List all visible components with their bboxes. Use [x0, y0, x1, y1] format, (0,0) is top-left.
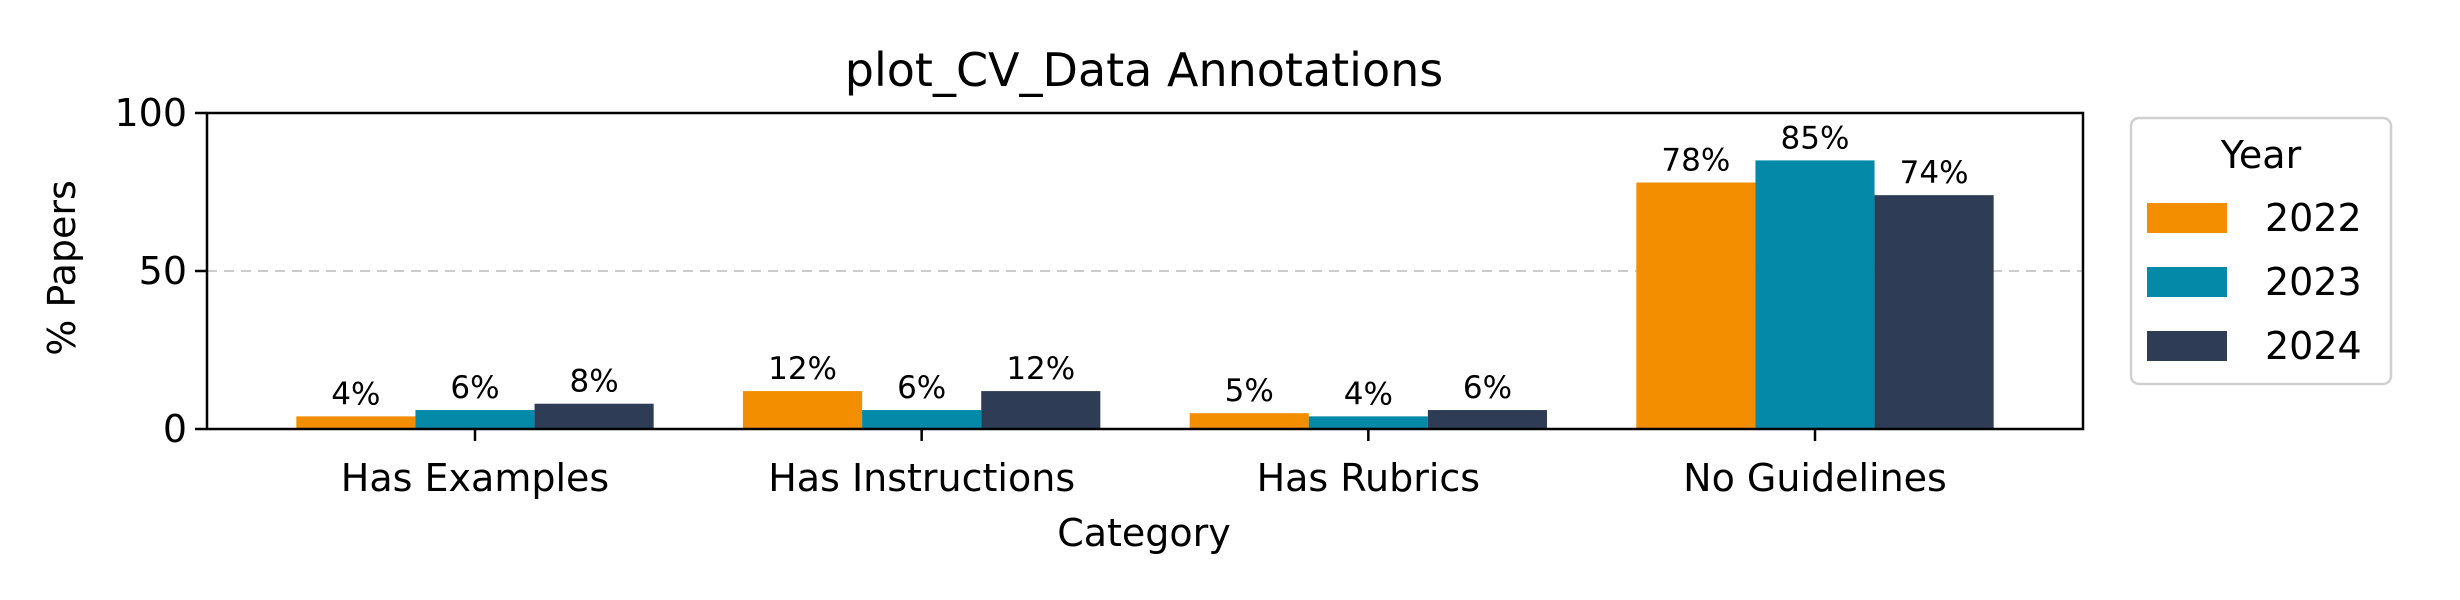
- data-label-2023-2: 4%: [1344, 376, 1393, 412]
- legend-swatch-2022: [2147, 203, 2227, 233]
- legend-frame: [2129, 116, 2393, 386]
- data-label-2022-0: 4%: [331, 376, 380, 412]
- bar-2023-1: [862, 410, 982, 429]
- axes-layer: 0 50 100 Has Examples Has Instructions Has Ru…: [114, 91, 1946, 500]
- bar-2022-3: [1636, 182, 1756, 429]
- legend-items: 2022 2023 2024: [2147, 196, 2362, 368]
- data-label-2022-1: 12%: [768, 351, 837, 387]
- bar-2022-2: [1189, 413, 1309, 429]
- bar-2024-0: [534, 403, 654, 429]
- legend-label-2024: 2024: [2265, 324, 2362, 368]
- data-label-2022-2: 5%: [1225, 373, 1274, 409]
- bar-2023-3: [1755, 160, 1875, 429]
- data-label-2024-1: 12%: [1006, 351, 1075, 387]
- x-tick-label-2: Has Rubrics: [1257, 456, 1481, 500]
- legend-label-2023: 2023: [2265, 260, 2362, 304]
- bar-2023-0: [415, 410, 535, 429]
- data-label-2022-3: 78%: [1661, 143, 1730, 179]
- x-tick-label-1: Has Instructions: [768, 456, 1075, 500]
- x-tick-label-0: Has Examples: [341, 456, 609, 500]
- y-tick-label-100: 100: [114, 91, 187, 135]
- bar-2023-2: [1308, 416, 1428, 429]
- bars-layer: [296, 160, 1994, 429]
- bar-2024-2: [1427, 410, 1547, 429]
- legend-swatch-2023: [2147, 267, 2227, 297]
- data-label-2024-0: 8%: [570, 364, 619, 400]
- data-label-2024-3: 74%: [1900, 155, 1969, 191]
- legend: Year 2022 2023 2024: [2129, 116, 2393, 386]
- data-label-2023-3: 85%: [1781, 120, 1850, 156]
- y-tick-label-50: 50: [139, 249, 187, 293]
- data-label-2023-0: 6%: [450, 370, 499, 406]
- bar-2024-3: [1874, 195, 1994, 429]
- data-label-2024-2: 6%: [1463, 370, 1512, 406]
- legend-title: Year: [2220, 133, 2302, 177]
- bar-2022-1: [743, 391, 863, 429]
- chart-title: plot_CV_Data Annotations: [845, 43, 1443, 97]
- y-axis-label: % Papers: [40, 180, 84, 356]
- data-labels-layer: 4% 12% 5% 78% 6% 6% 4% 85% 8% 12% 6% 74%: [331, 120, 1968, 412]
- legend-swatch-2024: [2147, 331, 2227, 361]
- y-tick-label-0: 0: [163, 407, 187, 451]
- bar-2024-1: [981, 391, 1101, 429]
- x-tick-label-3: No Guidelines: [1683, 456, 1947, 500]
- bar-2022-0: [296, 416, 416, 429]
- data-label-2023-1: 6%: [897, 370, 946, 406]
- legend-label-2022: 2022: [2265, 196, 2362, 240]
- x-axis-label: Category: [1057, 511, 1231, 555]
